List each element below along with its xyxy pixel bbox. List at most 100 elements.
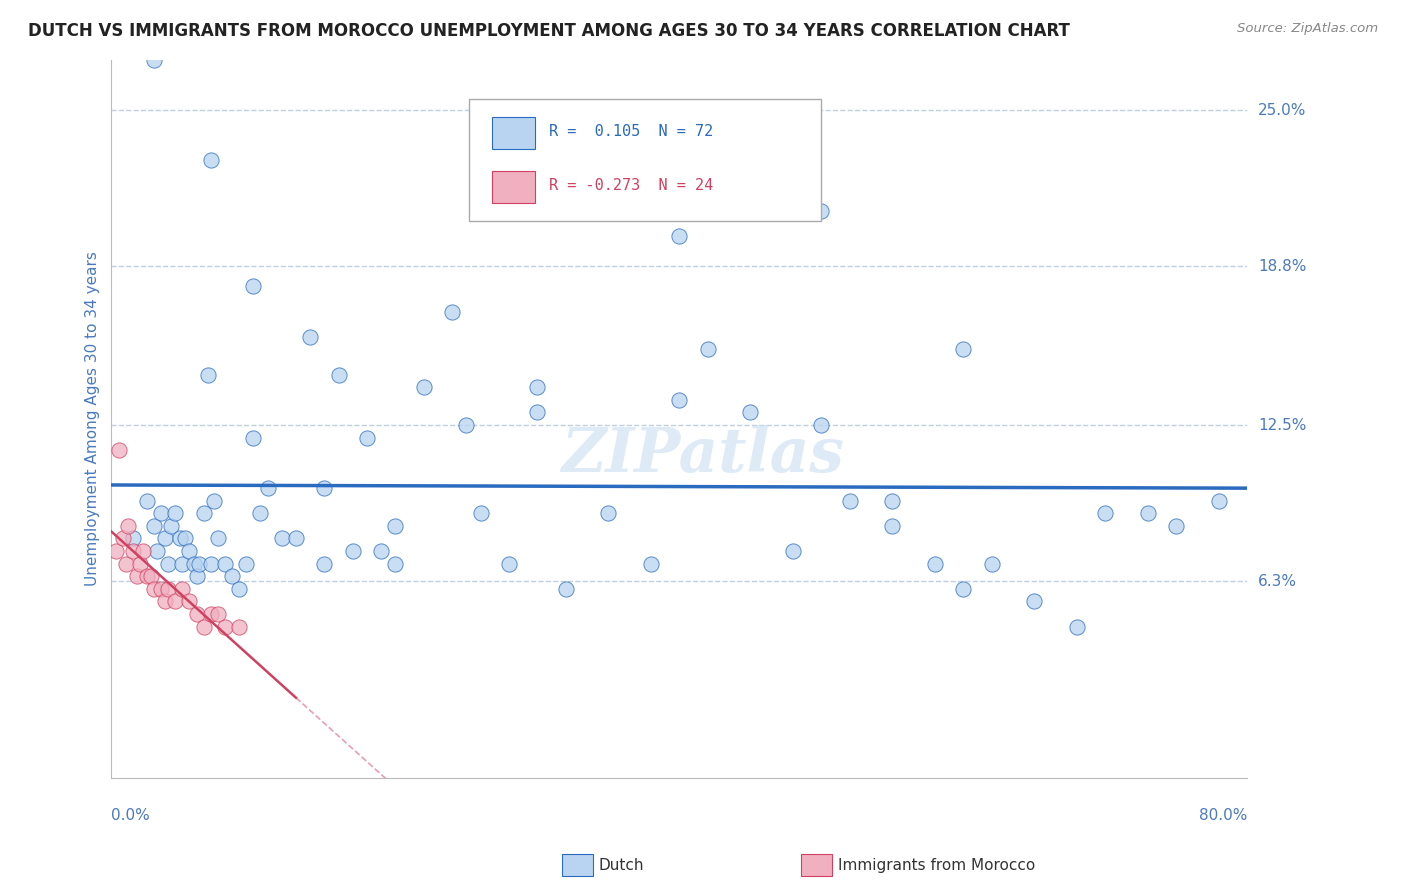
- Point: [143, 582, 166, 596]
- Point: [1066, 620, 1088, 634]
- Point: [179, 544, 201, 558]
- Point: [314, 557, 336, 571]
- Point: [952, 343, 974, 357]
- Point: [186, 607, 208, 621]
- Point: [810, 203, 832, 218]
- Point: [924, 557, 946, 571]
- Point: [249, 506, 271, 520]
- Point: [207, 607, 229, 621]
- Point: [207, 532, 229, 546]
- Point: [328, 368, 350, 382]
- Point: [470, 506, 492, 520]
- Point: [111, 532, 134, 546]
- Point: [980, 557, 1002, 571]
- Point: [526, 380, 548, 394]
- Point: [221, 569, 243, 583]
- Point: [882, 493, 904, 508]
- Point: [952, 582, 974, 596]
- Point: [200, 153, 222, 168]
- Point: [1208, 493, 1230, 508]
- Point: [412, 380, 434, 394]
- Point: [256, 481, 278, 495]
- Point: [200, 557, 222, 571]
- Point: [143, 53, 166, 67]
- Point: [214, 557, 236, 571]
- Point: [554, 582, 576, 596]
- Text: DUTCH VS IMMIGRANTS FROM MOROCCO UNEMPLOYMENT AMONG AGES 30 TO 34 YEARS CORRELAT: DUTCH VS IMMIGRANTS FROM MOROCCO UNEMPLO…: [28, 22, 1070, 40]
- Point: [150, 582, 173, 596]
- Text: 25.0%: 25.0%: [1258, 103, 1306, 118]
- Point: [314, 481, 336, 495]
- Point: [155, 532, 177, 546]
- Point: [128, 557, 150, 571]
- Point: [160, 519, 183, 533]
- Text: 0.0%: 0.0%: [111, 808, 150, 823]
- Point: [135, 493, 157, 508]
- Point: [526, 405, 548, 419]
- Point: [668, 229, 690, 244]
- Point: [441, 304, 464, 318]
- Point: [228, 582, 250, 596]
- Point: [342, 544, 364, 558]
- Point: [174, 532, 197, 546]
- Point: [143, 519, 166, 533]
- Point: [498, 557, 520, 571]
- Point: [242, 279, 264, 293]
- Point: [668, 392, 690, 407]
- Point: [242, 431, 264, 445]
- Point: [598, 506, 620, 520]
- Point: [186, 569, 208, 583]
- Text: R = -0.273  N = 24: R = -0.273 N = 24: [548, 178, 713, 193]
- Text: 6.3%: 6.3%: [1258, 574, 1298, 589]
- Point: [183, 557, 205, 571]
- Point: [172, 582, 194, 596]
- Point: [740, 405, 762, 419]
- Text: Source: ZipAtlas.com: Source: ZipAtlas.com: [1237, 22, 1378, 36]
- Point: [165, 506, 187, 520]
- Point: [270, 532, 292, 546]
- FancyBboxPatch shape: [492, 117, 536, 149]
- Point: [157, 557, 180, 571]
- Point: [1094, 506, 1116, 520]
- Point: [202, 493, 225, 508]
- Point: [141, 569, 163, 583]
- Text: 80.0%: 80.0%: [1199, 808, 1247, 823]
- Point: [1166, 519, 1188, 533]
- Point: [135, 569, 157, 583]
- Text: 12.5%: 12.5%: [1258, 417, 1306, 433]
- Point: [228, 620, 250, 634]
- Point: [114, 557, 136, 571]
- Y-axis label: Unemployment Among Ages 30 to 34 years: Unemployment Among Ages 30 to 34 years: [86, 252, 100, 586]
- Text: R =  0.105  N = 72: R = 0.105 N = 72: [548, 124, 713, 139]
- Point: [188, 557, 211, 571]
- Point: [810, 418, 832, 433]
- Text: 18.8%: 18.8%: [1258, 259, 1306, 274]
- Point: [155, 594, 177, 608]
- Text: Dutch: Dutch: [599, 858, 644, 872]
- Point: [200, 607, 222, 621]
- Point: [146, 544, 169, 558]
- FancyBboxPatch shape: [470, 99, 821, 221]
- Point: [193, 620, 215, 634]
- Point: [882, 519, 904, 533]
- Point: [299, 330, 322, 344]
- Point: [384, 557, 406, 571]
- Point: [150, 506, 173, 520]
- Point: [197, 368, 219, 382]
- Point: [165, 594, 187, 608]
- Point: [125, 569, 148, 583]
- Point: [838, 493, 860, 508]
- Point: [104, 544, 127, 558]
- Text: ZIPatlas: ZIPatlas: [561, 425, 844, 484]
- FancyBboxPatch shape: [492, 171, 536, 203]
- Point: [456, 418, 478, 433]
- Text: Immigrants from Morocco: Immigrants from Morocco: [838, 858, 1035, 872]
- Point: [117, 519, 139, 533]
- Point: [107, 443, 129, 458]
- Point: [131, 544, 153, 558]
- Point: [121, 544, 143, 558]
- Point: [370, 544, 392, 558]
- Point: [356, 431, 378, 445]
- Point: [1136, 506, 1159, 520]
- Point: [782, 544, 804, 558]
